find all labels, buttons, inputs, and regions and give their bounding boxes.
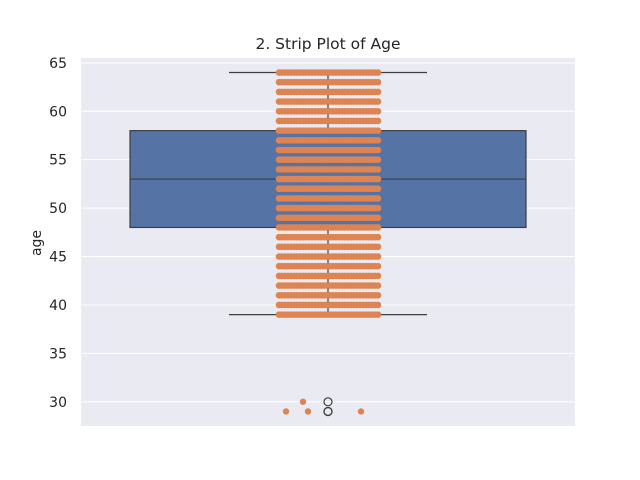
strip-point (374, 107, 382, 115)
strip-point (374, 301, 382, 309)
strip-point (304, 408, 312, 415)
strip-point (374, 156, 382, 163)
strip-point (374, 127, 382, 134)
y-tick-label: 55 (49, 153, 67, 169)
outlier-point (323, 406, 333, 417)
strip-point (374, 195, 382, 202)
strip-point (374, 117, 382, 125)
strip-point (357, 408, 365, 415)
strip-point (374, 98, 382, 105)
strip-point (374, 175, 382, 183)
strip-point (374, 166, 382, 173)
strip-point (374, 262, 382, 270)
strip-point (374, 224, 382, 231)
y-tick-label: 45 (49, 250, 67, 266)
strip-point (374, 214, 382, 222)
strip-point (374, 78, 382, 86)
strip-point (374, 272, 382, 280)
strip-point (374, 282, 382, 289)
y-tick-label: 60 (49, 104, 67, 120)
y-axis-ticks: 30 35 40 45 50 55 60 65 (49, 56, 67, 411)
strip-point (299, 398, 307, 405)
outlier-point (323, 397, 333, 407)
y-axis-label: age (29, 230, 45, 256)
strip-point (374, 243, 382, 251)
y-tick-label: 65 (49, 56, 67, 72)
y-tick-label: 35 (49, 346, 67, 362)
chart-title: 2. Strip Plot of Age (255, 35, 400, 53)
strip-point (374, 291, 382, 299)
strip-point (374, 311, 382, 318)
strip-point (374, 185, 382, 193)
y-tick-label: 40 (49, 298, 67, 314)
strip-point (374, 253, 382, 260)
strip-point (374, 69, 382, 76)
strip-point (374, 88, 382, 96)
y-tick-label: 30 (49, 395, 67, 411)
strip-point (374, 137, 382, 144)
strip-points (275, 69, 382, 415)
y-tick-label: 50 (49, 201, 67, 217)
strip-point (374, 233, 382, 241)
strip-point (282, 408, 290, 415)
strip-point (374, 146, 382, 154)
strip-point (374, 204, 382, 212)
